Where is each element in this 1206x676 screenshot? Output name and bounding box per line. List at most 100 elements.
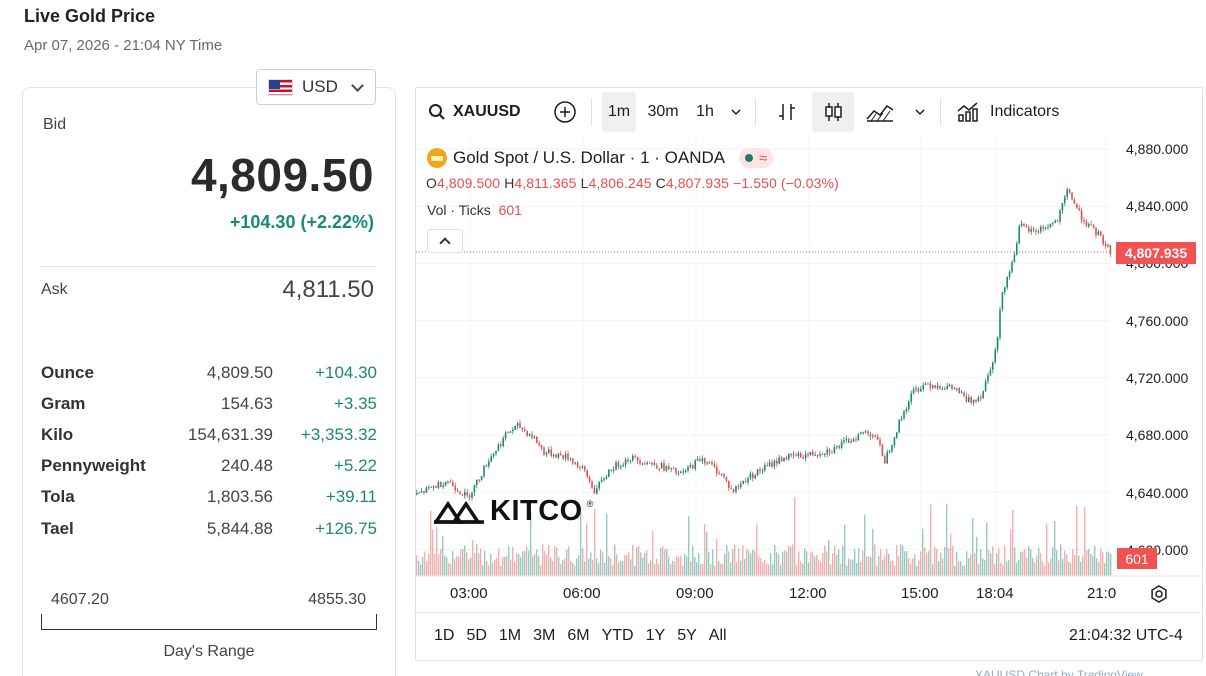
candle-body bbox=[970, 397, 972, 403]
volume-bar bbox=[778, 554, 780, 576]
chart-type-dropdown-button[interactable] bbox=[908, 92, 932, 132]
candle-body bbox=[483, 465, 485, 477]
candle-chart-type-button[interactable] bbox=[812, 92, 854, 132]
candle-body bbox=[968, 397, 970, 403]
volume-bar bbox=[882, 559, 884, 576]
candle-body bbox=[509, 431, 512, 433]
volume-bar bbox=[894, 565, 896, 576]
candle-body bbox=[454, 486, 456, 491]
candle-body bbox=[1102, 235, 1104, 244]
candle-body bbox=[886, 451, 888, 464]
currency-select[interactable]: USD bbox=[256, 69, 376, 105]
volume-bar bbox=[826, 551, 828, 576]
candle-body bbox=[713, 464, 716, 467]
volume-bar bbox=[1108, 551, 1110, 576]
volume-bar bbox=[480, 548, 482, 576]
candle-body bbox=[646, 462, 648, 465]
volume-bar bbox=[1062, 558, 1064, 576]
candle-body bbox=[1008, 271, 1011, 277]
volume-bar bbox=[430, 510, 432, 576]
candle-body bbox=[744, 480, 747, 483]
volume-bar bbox=[768, 564, 770, 576]
candle-body bbox=[972, 399, 975, 403]
chevron-down-icon bbox=[915, 109, 925, 116]
candle-body bbox=[867, 431, 869, 435]
candle-body bbox=[905, 409, 908, 412]
volume-bar bbox=[596, 558, 598, 576]
volume-value: 601 bbox=[498, 202, 522, 218]
candle-body bbox=[948, 384, 951, 387]
volume-bar bbox=[642, 557, 644, 576]
symbol-label: XAUUSD bbox=[453, 103, 521, 120]
compare-symbol-button[interactable] bbox=[550, 92, 580, 132]
volume-bar bbox=[698, 553, 700, 576]
volume-bar bbox=[812, 552, 814, 576]
range-1m-button[interactable]: 1M bbox=[498, 627, 522, 644]
candle-body bbox=[888, 451, 891, 453]
volume-bar bbox=[952, 545, 954, 576]
symbol-search-button[interactable]: XAUUSD bbox=[428, 92, 526, 132]
volume-bar bbox=[564, 558, 566, 576]
candle-body bbox=[742, 480, 744, 484]
collapse-legend-button[interactable] bbox=[427, 229, 463, 253]
volume-bar bbox=[440, 548, 442, 576]
area-chart-type-button[interactable] bbox=[862, 92, 898, 132]
candle-body bbox=[732, 489, 735, 492]
volume-bar bbox=[488, 565, 490, 576]
unit-change: +126.75 bbox=[315, 518, 377, 538]
interval-30m-button[interactable]: 30m bbox=[647, 103, 679, 120]
chart-clock[interactable]: 21:04:32 UTC-4 bbox=[1069, 627, 1183, 644]
candle-body bbox=[984, 381, 987, 392]
candle-body bbox=[1109, 245, 1112, 255]
volume-bar bbox=[1012, 510, 1014, 576]
volume-bar bbox=[548, 544, 550, 576]
range-5y-button[interactable]: 5Y bbox=[677, 627, 697, 644]
range-1y-button[interactable]: 1Y bbox=[645, 627, 666, 644]
volume-bar bbox=[764, 559, 766, 576]
candle-body bbox=[672, 468, 675, 470]
volume-bar bbox=[632, 544, 634, 576]
candle-body bbox=[464, 492, 466, 496]
interval-dropdown-button[interactable] bbox=[724, 92, 748, 132]
volume-bar bbox=[696, 562, 698, 576]
chart-settings-gear-icon[interactable] bbox=[1150, 585, 1168, 603]
volume-bar bbox=[956, 552, 958, 576]
candle-body bbox=[910, 393, 912, 402]
range-1d-button[interactable]: 1D bbox=[434, 627, 455, 644]
range-6m-button[interactable]: 6M bbox=[567, 627, 590, 644]
candle-body bbox=[785, 457, 788, 460]
indicators-button[interactable]: Indicators bbox=[956, 92, 1076, 132]
interval-1h-button[interactable]: 1h bbox=[696, 103, 714, 120]
currency-label: USD bbox=[302, 77, 338, 96]
bar-chart-type-button[interactable] bbox=[772, 92, 802, 132]
volume-bar bbox=[482, 565, 484, 576]
volume-bar bbox=[704, 524, 706, 576]
range-all-button[interactable]: All bbox=[708, 627, 727, 644]
candle-body bbox=[876, 436, 879, 440]
candle-body bbox=[689, 465, 692, 468]
candle-body bbox=[946, 386, 948, 389]
volume-bar bbox=[620, 560, 622, 576]
candle-body bbox=[435, 486, 437, 488]
volume-bar bbox=[856, 563, 858, 576]
range-ytd-button[interactable]: YTD bbox=[601, 627, 634, 644]
candle-body bbox=[771, 462, 773, 467]
range-3m-button[interactable]: 3M bbox=[533, 627, 556, 644]
chevron-down-icon bbox=[351, 78, 364, 92]
volume-bar bbox=[1066, 554, 1068, 576]
price-chart[interactable] bbox=[416, 136, 1202, 660]
interval-1m-button[interactable]: 1m bbox=[602, 92, 636, 132]
market-status-badge[interactable]: ≈ bbox=[739, 148, 774, 168]
volume-bar bbox=[880, 549, 882, 576]
volume-bar bbox=[870, 556, 872, 576]
volume-bar bbox=[466, 551, 468, 576]
candle-body bbox=[610, 469, 612, 471]
candle-body bbox=[531, 434, 533, 438]
unit-price: 4,809.50 bbox=[206, 362, 273, 382]
tradingview-attribution-link[interactable]: XAUUSD Chart by TradingView bbox=[975, 668, 1143, 676]
candle-body bbox=[996, 337, 999, 350]
volume-bar bbox=[828, 539, 830, 576]
range-5d-button[interactable]: 5D bbox=[466, 627, 487, 644]
volume-bar bbox=[450, 564, 452, 576]
last-price-tag: 4,807.935 bbox=[1116, 242, 1196, 264]
